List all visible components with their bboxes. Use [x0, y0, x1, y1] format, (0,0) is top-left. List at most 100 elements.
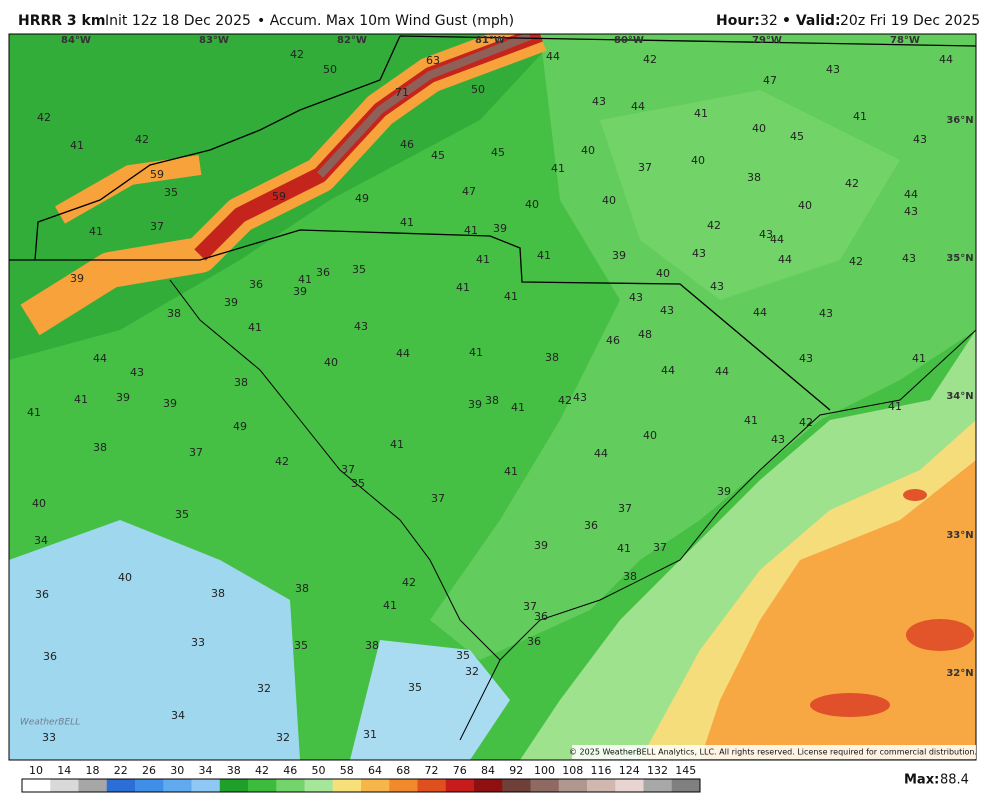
gust-value: 35 — [456, 649, 470, 662]
ridge-band — [55, 155, 202, 224]
gust-value: 44 — [93, 352, 107, 365]
color-swatch — [587, 779, 616, 792]
gust-value: 49 — [233, 420, 247, 433]
lon-label: 80°W — [614, 35, 644, 46]
gust-value: 43 — [573, 391, 587, 404]
color-swatch — [615, 779, 644, 792]
gust-value: 42 — [799, 416, 813, 429]
gust-value: 37 — [653, 541, 667, 554]
colorbar-label: 132 — [647, 764, 668, 777]
colorbar-label: 10 — [29, 764, 43, 777]
gust-value: 36 — [527, 635, 541, 648]
gust-value: 41 — [298, 273, 312, 286]
gust-value: 43 — [692, 247, 706, 260]
valid-label: • Valid: — [782, 13, 841, 29]
gust-value: 41 — [70, 139, 84, 152]
gust-value: 35 — [294, 639, 308, 652]
gust-value: 41 — [27, 406, 41, 419]
gust-value: 36 — [249, 278, 263, 291]
lat-label: 35°N — [946, 253, 973, 264]
gust-value: 42 — [402, 576, 416, 589]
gust-value: 43 — [913, 133, 927, 146]
gust-value: 41 — [511, 401, 525, 414]
gust-value: 50 — [471, 83, 485, 96]
gust-value: 40 — [118, 571, 132, 584]
gust-value: 34 — [171, 709, 185, 722]
color-swatch — [219, 779, 249, 792]
gust-value: 38 — [623, 570, 637, 583]
gust-value: 45 — [790, 130, 804, 143]
gust-value: 39 — [717, 485, 731, 498]
gust-value: 39 — [224, 296, 238, 309]
gust-value: 46 — [606, 334, 620, 347]
gust-value: 44 — [631, 100, 645, 113]
gust-value: 31 — [363, 728, 377, 741]
gust-value: 50 — [323, 63, 337, 76]
low-wind — [9, 520, 300, 760]
hotspot — [903, 489, 927, 501]
gust-value: 42 — [290, 48, 304, 61]
gust-value: 40 — [32, 497, 46, 510]
colorbar-label: 38 — [227, 764, 241, 777]
gust-value: 35 — [175, 508, 189, 521]
gust-value: 44 — [594, 447, 608, 460]
color-swatch — [558, 779, 588, 792]
colorbar-label: 116 — [591, 764, 612, 777]
gust-value: 37 — [150, 220, 164, 233]
gust-value: 36 — [43, 650, 57, 663]
gust-value: 41 — [504, 290, 518, 303]
low-wind-2 — [350, 640, 510, 760]
gust-value: 44 — [939, 53, 953, 66]
gust-value: 41 — [400, 216, 414, 229]
colorbar-label: 30 — [170, 764, 184, 777]
gust-value: 42 — [707, 219, 721, 232]
colorbar-label: 108 — [562, 764, 583, 777]
gust-value: 40 — [324, 356, 338, 369]
gust-value: 43 — [660, 304, 674, 317]
gust-value: 71 — [395, 86, 409, 99]
gust-value: 43 — [799, 352, 813, 365]
colorbar-label: 76 — [453, 764, 467, 777]
colorbar-label: 42 — [255, 764, 269, 777]
gust-value: 40 — [581, 144, 595, 157]
gust-value: 41 — [74, 393, 88, 406]
gust-value: 40 — [691, 154, 705, 167]
gust-value: 36 — [316, 266, 330, 279]
gust-value: 40 — [752, 122, 766, 135]
colorbar-label: 92 — [509, 764, 523, 777]
color-swatch — [276, 779, 305, 792]
colorbar-label: 50 — [312, 764, 326, 777]
gust-value: 41 — [617, 542, 631, 555]
hotspot — [810, 693, 890, 717]
gust-value: 41 — [694, 107, 708, 120]
valid: 20z Fri 19 Dec 2025 — [840, 13, 980, 29]
gust-value: 32 — [276, 731, 290, 744]
gust-value: 38 — [211, 587, 225, 600]
coast-river — [169, 279, 976, 741]
gust-value: 32 — [257, 682, 271, 695]
colorbar-label: 68 — [396, 764, 410, 777]
copyright: © 2025 WeatherBELL Analytics, LLC. All r… — [569, 748, 977, 757]
gust-value: 39 — [116, 391, 130, 404]
colorbar-label: 34 — [199, 764, 213, 777]
gust-value: 41 — [744, 414, 758, 427]
hour: 32 — [760, 13, 778, 29]
gust-value: 41 — [537, 249, 551, 262]
gust-value: 43 — [592, 95, 606, 108]
gust-value: 35 — [164, 186, 178, 199]
state-borders — [9, 35, 976, 411]
gust-value: 41 — [912, 352, 926, 365]
gust-value: 44 — [396, 347, 410, 360]
copyright-bg — [572, 745, 976, 759]
color-swatch — [78, 779, 108, 792]
gust-value: 41 — [456, 281, 470, 294]
colorbar-label: 58 — [340, 764, 354, 777]
colorbar-label: 124 — [619, 764, 640, 777]
gust-value: 41 — [504, 465, 518, 478]
colorbar-label: 14 — [57, 764, 71, 777]
color-swatch — [643, 779, 673, 792]
model: HRRR 3 km — [18, 13, 105, 29]
gust-value: 43 — [710, 280, 724, 293]
color-swatch — [389, 779, 418, 792]
color-swatch — [332, 779, 362, 792]
